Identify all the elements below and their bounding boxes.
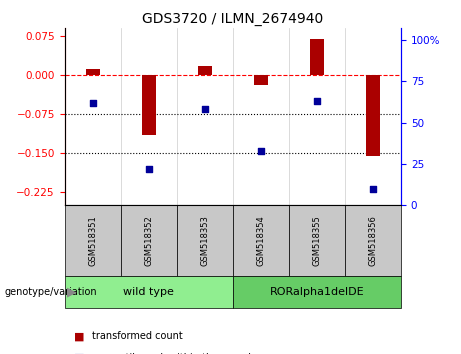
Text: GSM518354: GSM518354 [256,215,266,266]
Text: GSM518351: GSM518351 [88,215,97,266]
Bar [198,66,212,75]
Text: percentile rank within the sample: percentile rank within the sample [92,353,257,354]
Text: GSM518352: GSM518352 [144,215,153,266]
Text: GSM518353: GSM518353 [200,215,209,266]
Text: wild type: wild type [123,287,174,297]
Text: GSM518356: GSM518356 [368,215,378,266]
Text: transformed count: transformed count [92,331,183,341]
Text: genotype/variation: genotype/variation [5,287,97,297]
Bar [177,205,233,276]
Bar [254,75,268,85]
Text: ▶: ▶ [67,286,77,298]
Bar [65,276,233,308]
Bar [65,205,121,276]
Title: GDS3720 / ILMN_2674940: GDS3720 / ILMN_2674940 [142,12,324,26]
Point [201,107,208,112]
Bar [233,205,289,276]
Point [89,100,96,105]
Point [369,186,377,192]
Bar [233,276,401,308]
Text: ■: ■ [74,331,84,341]
Point [257,148,265,154]
Point [145,166,152,172]
Text: GSM518355: GSM518355 [313,215,321,266]
Text: ■: ■ [74,353,84,354]
Bar [310,39,324,75]
Text: RORalpha1delDE: RORalpha1delDE [270,287,364,297]
Bar [86,69,100,75]
Bar [345,205,401,276]
Bar [121,205,177,276]
Point [313,98,321,104]
Bar [142,75,156,135]
Bar [289,205,345,276]
Bar [366,75,380,156]
